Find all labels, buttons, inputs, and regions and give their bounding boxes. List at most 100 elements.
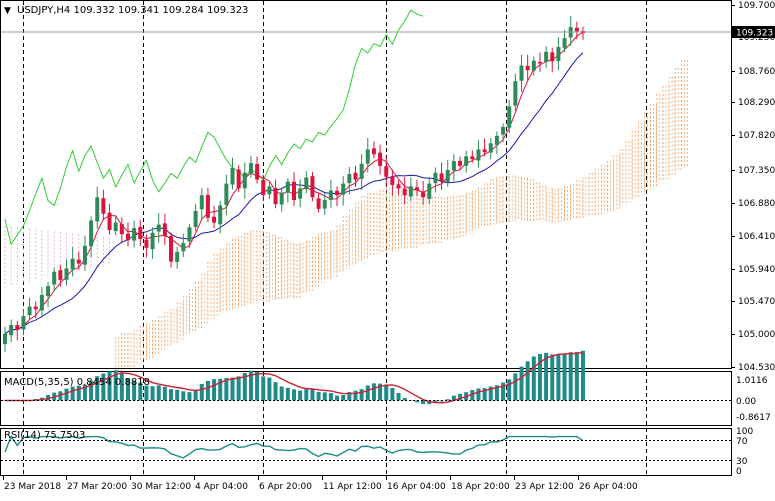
candle-body [494,135,499,145]
macd-tick-label: -0.8617 [736,413,771,423]
macd-bar [95,376,100,401]
candle-body [230,167,235,185]
price-tick-label: 108.760 [738,67,775,77]
time-label: 30 Mar 12:00 [131,482,191,492]
macd-bar [279,386,284,401]
time-label: 18 Apr 20:00 [451,482,510,492]
candle-body [396,184,401,189]
candle-body [64,268,69,280]
macd-bar [458,393,463,401]
macd-bar [267,377,272,401]
macd-bar [144,385,149,401]
time-label: 16 Apr 04:00 [387,482,446,492]
candle-body [292,181,296,201]
macd-bar [58,391,63,401]
candle-body [341,183,346,195]
macd-bar [310,388,315,401]
macd-bar [285,387,290,401]
candle-body [224,183,229,205]
macd-bar [199,384,204,401]
chikou-span-line [4,9,424,246]
candle-body [113,222,118,232]
candle-body [544,51,549,62]
candle-body [371,148,376,155]
macd-bar [169,389,174,401]
candle-body [513,81,518,106]
candle-body [451,161,456,171]
macd-bar [322,392,327,401]
time-label: 11 Apr 12:00 [323,482,382,492]
candle-body [175,251,180,262]
candle-body [39,294,44,311]
macd-bar [433,400,438,403]
candle-body [531,60,536,71]
macd-bar [82,384,87,401]
macd-signal-line [5,351,584,404]
candle-body [107,212,112,231]
price-tick-label: 107.820 [738,131,775,141]
candle-body [421,192,426,198]
rsi-panel[interactable] [0,428,732,476]
macd-bar [501,382,506,401]
macd-bar [581,350,585,401]
macd-bar [273,382,278,401]
candle-body [390,176,395,185]
time-axis: 23 Mar 2018 27 Mar 20:00 30 Mar 12:00 4 Apr… [3,476,638,492]
rsi-tick-label: 70 [736,437,748,447]
candle-body [304,177,309,190]
candle-body [132,228,137,241]
price-axis: 109.700109.250108.760108.290107.820107.3… [731,1,775,373]
macd-bar [396,393,401,401]
macd-bar [205,380,210,401]
candle-body [322,200,327,209]
macd-bar [384,384,389,401]
price-tick-label: 105.000 [738,330,775,340]
macd-bar [316,391,321,401]
main-price-panel[interactable] [0,0,732,369]
candle-body [46,286,51,297]
macd-bar [187,392,192,401]
candle-body [458,160,463,166]
time-label: 23 Apr 12:00 [515,482,574,492]
macd-bar [224,378,229,401]
macd-bar [335,395,340,401]
candle-body [248,163,253,174]
macd-bar [248,370,253,401]
macd-tick-label: 1.0116 [736,376,768,386]
macd-label: MACD(5,35,5) 0.8454 0.8818 [4,377,150,388]
candle-body [242,172,247,189]
price-tick-label: 109.700 [738,1,775,11]
macd-bar [519,366,524,401]
candle-body [384,166,389,177]
macd-bar [255,372,260,401]
macd-bar [353,390,358,401]
candle-body [144,239,149,248]
macd-bar [304,388,309,401]
candle-body [187,227,192,242]
macd-bar [76,385,81,401]
candle-body [261,180,266,196]
collapse-triangle-icon[interactable]: ▼ [4,6,11,16]
candle-body [89,220,94,247]
candle-body [525,65,530,71]
candle-body [76,259,81,264]
candle-body [125,233,130,241]
macd-bar [347,392,352,401]
macd-bar [156,385,161,401]
candle-body [9,325,14,336]
candle-body [218,205,223,225]
candle-body [335,190,340,196]
macd-bar [470,390,475,401]
candle-body [433,172,438,184]
candle-body [550,52,555,62]
rsi-label: RSI(14) 75.7503 [4,430,85,441]
macd-bar [328,393,333,401]
macd-bar [537,353,542,401]
price-tick-label: 105.470 [738,297,775,307]
candle-body [279,192,284,205]
macd-tick-label: 0.00 [736,397,756,407]
macd-bar [525,361,530,401]
candle-body [574,27,579,32]
macd-bar [242,373,247,401]
